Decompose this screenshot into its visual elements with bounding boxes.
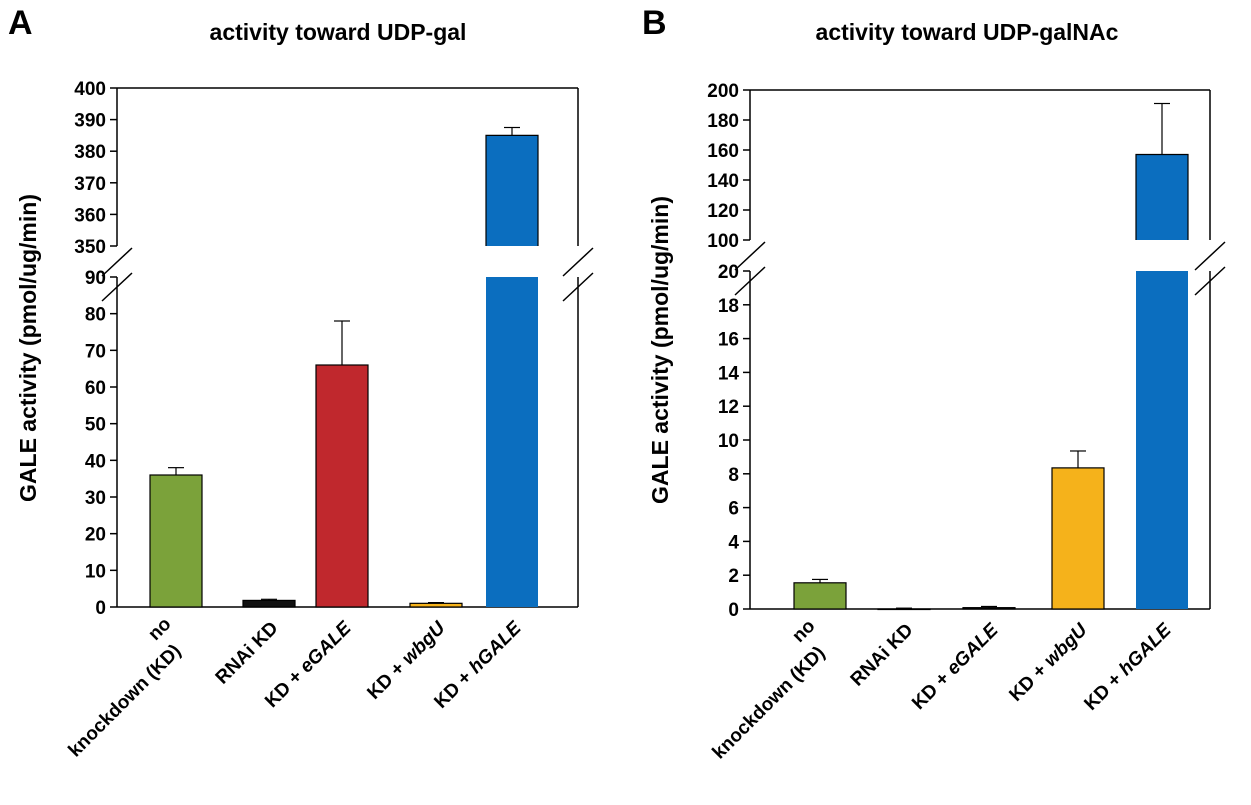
- panel-b-break-mark-right-2: [1194, 266, 1226, 296]
- panel-a-break-mark-right-2: [562, 272, 594, 302]
- panel-a-y-tick-label: 0: [95, 598, 106, 619]
- panel-b-y-tick-label: 6: [728, 499, 739, 520]
- panel-b-y-tick-label: 4: [728, 532, 739, 553]
- panel-a-category-label-1: noknockdown (KD): [46, 614, 194, 762]
- panel-b-y-tick-label: 100: [707, 231, 739, 252]
- panel-a-y-tick-label: 20: [85, 525, 106, 546]
- panel-a-y-tick-label: 370: [74, 174, 106, 195]
- panel-a-y-tick-label: 70: [85, 341, 106, 362]
- panel-b-letter: B: [642, 4, 667, 42]
- panel-a-y-tick-label: 50: [85, 415, 106, 436]
- panel-b-y-tick-label: 8: [728, 465, 739, 486]
- panel-a-y-tick-label: 30: [85, 488, 106, 509]
- panel-b-y-tick-label: 140: [707, 171, 739, 192]
- panel-b-y-tick-label: 200: [707, 81, 739, 102]
- panel-a-y-tick-label: 360: [74, 205, 106, 226]
- panel-a-y-tick-label: 350: [74, 237, 106, 258]
- panel-b-y-tick-label: 2: [728, 566, 739, 587]
- panel-b-category-label-2: RNAi KD: [847, 620, 918, 691]
- panel-b-y-tick-label: 180: [707, 111, 739, 132]
- panel-b-title: activity toward UDP-galNAc: [816, 19, 1119, 45]
- panel-b-category-label-4: KD + wbgU: [1005, 619, 1092, 706]
- panel-b-break-mark-left-1: [734, 241, 766, 271]
- panel-b-plot: 0 2 4 6 8 10 12 14 16 18 20 100 120 140 160 180 200 nokno…: [690, 81, 1226, 764]
- panel-b-y-tick-label: 0: [728, 600, 739, 621]
- panel-a-bar-3: [315, 364, 369, 608]
- panel-a-bar-5-upper: [486, 135, 538, 246]
- panel-b: B activity toward UDP-galNAc GALE activi…: [642, 4, 1226, 764]
- panel-b-category-label-3: KD + eGALE: [908, 619, 1003, 714]
- panel-a-y-tick-label: 390: [74, 111, 106, 132]
- panel-a-y-tick-label: 90: [85, 268, 106, 289]
- panel-b-bar-1: [793, 582, 847, 610]
- panel-a-y-tick-label: 400: [74, 79, 106, 100]
- panel-b-y-tick-label: 160: [707, 141, 739, 162]
- panel-b-category-label-5: KD + hGALE: [1080, 619, 1176, 715]
- panel-a-y-tick-label: 380: [74, 142, 106, 163]
- panel-b-break-mark-left-2: [734, 266, 766, 296]
- panel-b-y-axis-label: GALE activity (pmol/ug/min): [647, 196, 673, 504]
- panel-a-category-label-2: RNAi KD: [212, 618, 283, 689]
- panel-b-bar-3: [962, 607, 1016, 610]
- panel-b-y-tick-label: 18: [718, 296, 739, 317]
- panel-a-y-tick-label: 10: [85, 561, 106, 582]
- panel-a-y-tick-label: 40: [85, 451, 106, 472]
- panel-b-y-tick-label: 16: [718, 330, 739, 351]
- panel-a-bar-4: [409, 602, 463, 608]
- panel-a-plot: 0 10 20 30 40 50 60 70 80 90 350 360 370 380 390 400 nok…: [46, 79, 594, 762]
- panel-a-bar-5-lower: [486, 277, 538, 607]
- panel-b-bar-5-lower: [1136, 271, 1188, 609]
- panel-a-break-mark-right-1: [562, 247, 594, 277]
- panel-b-y-tick-label: 20: [718, 262, 739, 283]
- panel-a-y-axis-label: GALE activity (pmol/ug/min): [15, 194, 41, 502]
- panel-b-y-tick-label: 12: [718, 397, 739, 418]
- panel-a-letter: A: [8, 4, 33, 42]
- panel-b-y-tick-label: 10: [718, 431, 739, 452]
- panel-a-bar-1: [149, 474, 203, 608]
- panel-a-title: activity toward UDP-gal: [210, 19, 467, 45]
- panel-b-y-tick-label: 14: [718, 363, 740, 384]
- panel-a-break-mark-left-2: [101, 272, 133, 302]
- panel-a-y-tick-label: 60: [85, 378, 106, 399]
- panel-a-y-tick-label: 80: [85, 305, 106, 326]
- panel-b-break-mark-right-1: [1194, 241, 1226, 271]
- panel-a-bar-2: [242, 599, 296, 608]
- panel-b-bar-4: [1051, 467, 1105, 610]
- panel-a: A activity toward UDP-gal GALE activity …: [8, 4, 594, 762]
- panel-b-category-label-1: noknockdown (KD): [690, 616, 838, 764]
- panel-b-y-tick-label: 120: [707, 201, 739, 222]
- panel-a-break-mark-left-1: [101, 247, 133, 277]
- panel-b-bar-2: [877, 608, 931, 611]
- panel-b-bar-5-upper: [1136, 154, 1188, 240]
